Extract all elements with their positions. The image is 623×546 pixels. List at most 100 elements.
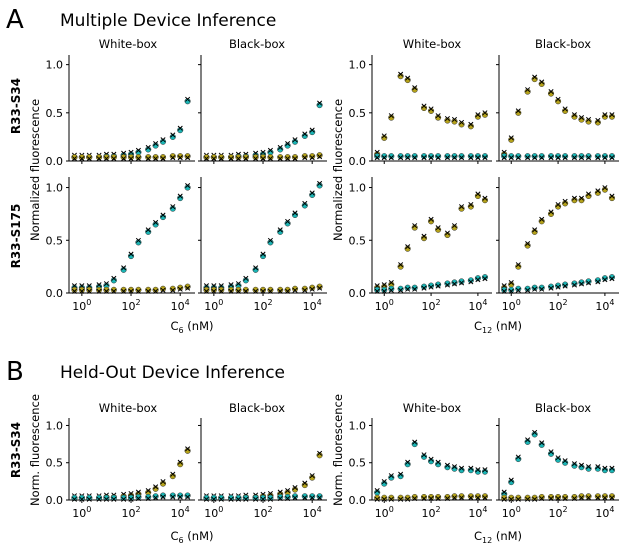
- data-cross: [585, 464, 592, 470]
- data-cross: [421, 285, 427, 291]
- data-point: [184, 492, 191, 499]
- data-cross: [388, 280, 394, 286]
- data-point: [277, 146, 284, 153]
- data-point: [531, 76, 538, 83]
- data-cross: [595, 279, 601, 285]
- data-cross: [458, 119, 465, 125]
- data-cross: [412, 495, 418, 502]
- data-point: [601, 493, 608, 500]
- data-cross: [482, 276, 488, 282]
- panel-b-title: Held-Out Device Inference: [60, 363, 285, 383]
- data-cross: [388, 155, 394, 161]
- data-cross: [267, 288, 273, 294]
- data-cross: [145, 487, 151, 494]
- data-cross: [177, 494, 183, 500]
- data-point: [291, 285, 299, 292]
- data-cross: [555, 284, 561, 290]
- data-cross: [602, 495, 608, 501]
- data-cross: [160, 156, 166, 162]
- data-point: [177, 461, 184, 468]
- panel-b-letter: B: [6, 357, 24, 387]
- x-tick-label: 100: [204, 505, 223, 520]
- data-cross: [128, 149, 134, 155]
- data-cross: [185, 96, 191, 102]
- data-cross: [260, 496, 266, 502]
- data-point: [420, 104, 428, 112]
- data-point: [397, 494, 404, 501]
- data-cross: [218, 156, 224, 162]
- y-axis-label-a-right: Normalized fluorescence: [331, 99, 345, 241]
- data-point: [316, 152, 323, 159]
- x-tick-label: 100: [72, 505, 91, 520]
- data-point: [594, 465, 601, 472]
- data-cross: [421, 103, 427, 109]
- data-point: [608, 153, 616, 160]
- data-cross: [539, 440, 545, 446]
- data-cross: [548, 209, 554, 215]
- data-cross: [428, 284, 434, 290]
- data-cross: [562, 283, 568, 289]
- data-point: [451, 224, 458, 231]
- data-point: [435, 493, 442, 501]
- data-point: [562, 153, 569, 160]
- data-cross: [501, 155, 507, 161]
- data-cross: [435, 495, 441, 502]
- data-cross: [525, 287, 531, 293]
- data-cross: [548, 88, 554, 95]
- data-point: [571, 197, 578, 204]
- data-point: [78, 154, 85, 161]
- x-axis-label-c6-b: C6 (nM): [171, 529, 214, 545]
- x-axis-label-c6-a: C6 (nM): [171, 319, 214, 335]
- data-point: [444, 493, 451, 501]
- data-point: [428, 107, 435, 114]
- data-point: [71, 494, 78, 501]
- data-point: [210, 154, 217, 161]
- data-point: [404, 284, 411, 291]
- col-header-black-c12-b: Black-box: [535, 401, 591, 415]
- data-cross: [595, 464, 601, 470]
- data-cross: [170, 204, 176, 210]
- data-point: [420, 235, 428, 242]
- data-point: [444, 231, 451, 239]
- data-point: [242, 286, 249, 293]
- data-point: [120, 494, 127, 501]
- data-cross: [482, 467, 488, 473]
- data-point: [531, 153, 538, 160]
- data-point: [145, 286, 152, 293]
- data-point: [184, 184, 191, 191]
- data-point: [152, 221, 159, 228]
- data-point: [397, 473, 404, 480]
- data-point: [571, 113, 578, 120]
- data-point: [481, 111, 489, 118]
- data-point: [78, 286, 85, 293]
- data-cross: [267, 496, 273, 502]
- data-point: [585, 118, 592, 125]
- data-point: [397, 285, 404, 292]
- data-point: [381, 286, 388, 293]
- data-point: [444, 464, 451, 471]
- data-cross: [285, 156, 291, 162]
- data-cross: [170, 132, 176, 138]
- data-point: [555, 153, 562, 160]
- data-point: [515, 455, 522, 463]
- data-cross: [170, 287, 176, 293]
- data-cross: [292, 287, 298, 293]
- col-header-white-c12-b: White-box: [403, 401, 462, 415]
- data-cross: [228, 288, 234, 294]
- data-cross: [292, 495, 298, 501]
- data-point: [152, 493, 159, 500]
- data-point: [585, 465, 592, 472]
- data-point: [388, 494, 395, 501]
- data-point: [571, 280, 578, 287]
- col-header-white-c6: White-box: [99, 37, 158, 51]
- data-cross: [177, 193, 183, 199]
- data-point: [555, 282, 562, 289]
- y-tick-label: 0.5: [46, 457, 64, 470]
- data-point: [594, 119, 601, 126]
- data-point: [547, 153, 555, 160]
- data-cross: [435, 459, 441, 465]
- data-cross: [405, 155, 411, 161]
- data-cross: [153, 288, 159, 294]
- data-cross: [451, 223, 458, 229]
